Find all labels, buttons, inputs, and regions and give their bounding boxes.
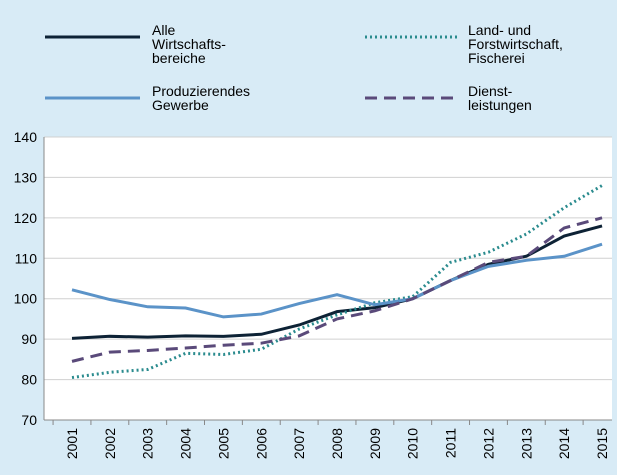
legend-label: Alle Wirtschafts- bereiche	[152, 22, 226, 66]
y-tick-label: 140	[14, 129, 38, 145]
x-tick-label: 2007	[291, 428, 307, 459]
x-tick-label: 2015	[594, 428, 610, 459]
legend-label: Produzierendes Gewerbe	[152, 83, 251, 113]
y-tick-label: 70	[21, 412, 37, 428]
series-line	[71, 184, 603, 380]
y-tick-label: 120	[14, 210, 38, 226]
series-line	[71, 216, 603, 363]
y-tick-label: 110	[15, 250, 38, 266]
x-tick-label: 2008	[329, 428, 345, 459]
x-tick-label: 2012	[480, 428, 496, 459]
x-tick-label: 2010	[405, 428, 421, 459]
legend-label: Land- und Forstwirtschaft, Fischerei	[468, 22, 563, 66]
x-tick-label: 2014	[556, 428, 572, 459]
x-tick-label: 2011	[443, 428, 459, 458]
series-line	[71, 242, 603, 319]
plot-area	[44, 137, 612, 420]
y-tick-label: 130	[14, 169, 38, 185]
legend-label: Dienst- leistungen	[468, 83, 532, 113]
x-tick-label: 2006	[253, 428, 269, 459]
x-tick-label: 2002	[102, 428, 118, 459]
x-tick-label: 2001	[64, 428, 80, 459]
x-tick-label: 2003	[140, 428, 156, 459]
y-tick-label: 80	[21, 372, 37, 388]
y-tick-label: 100	[14, 291, 38, 307]
y-tick-label: 90	[21, 331, 37, 347]
x-tick-label: 2004	[178, 428, 194, 459]
x-tick-label: 2005	[215, 428, 231, 459]
x-tick-label: 2009	[367, 428, 383, 459]
x-tick-label: 2013	[518, 428, 534, 459]
